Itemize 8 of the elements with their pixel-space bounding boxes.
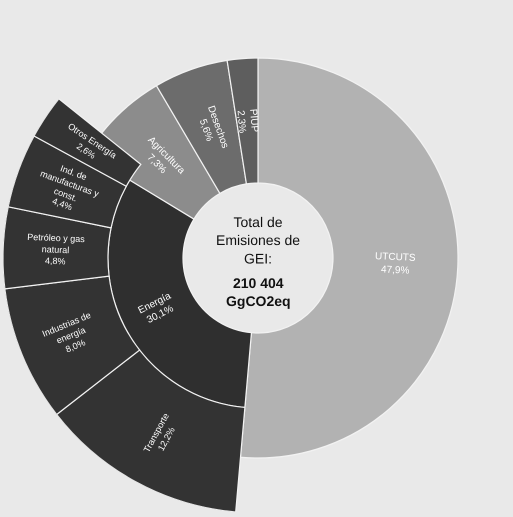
text: 210 404 GgCO2eq bbox=[226, 275, 291, 310]
text: Total de Emisiones de GEI: bbox=[216, 214, 300, 266]
data-label: 47,9% bbox=[380, 264, 410, 277]
category-label: UTCUTS bbox=[374, 251, 416, 264]
category-label: PIUP bbox=[247, 108, 260, 133]
data-label: 4,8% bbox=[44, 256, 66, 266]
category-label: Petróleo y gas natural bbox=[27, 232, 86, 256]
data-label: 2,3% bbox=[234, 110, 248, 134]
